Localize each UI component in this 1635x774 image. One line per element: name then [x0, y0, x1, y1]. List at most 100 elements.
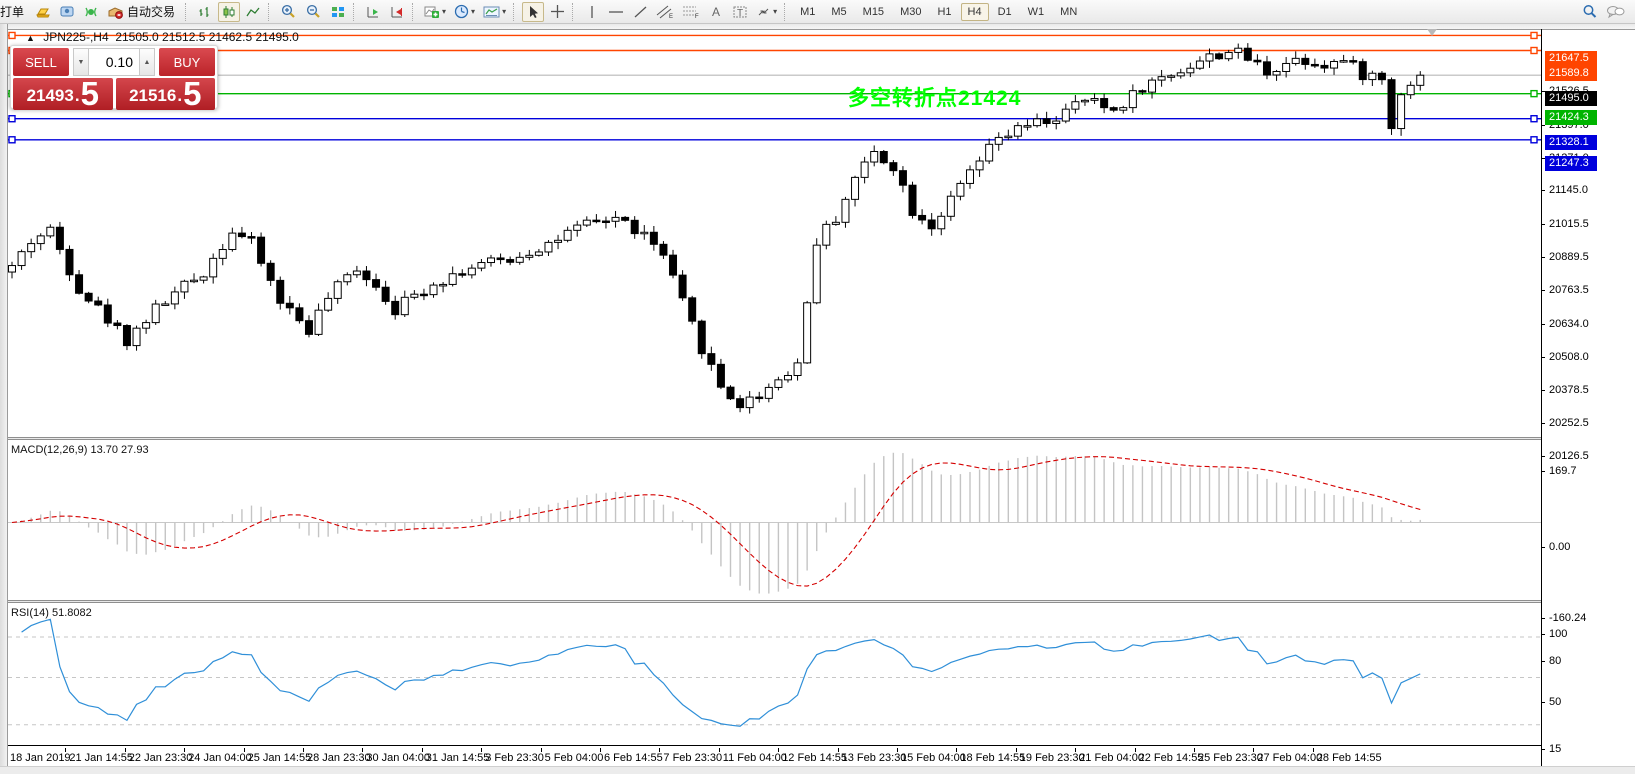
indicators-button[interactable]: ▾ [421, 2, 449, 22]
timeframe-m5[interactable]: M5 [831, 5, 847, 18]
macd-tick-label: 0.00 [1549, 540, 1571, 553]
horizontal-line-icon[interactable] [605, 2, 627, 22]
axis-tick [1541, 91, 1545, 92]
line-price-badge[interactable]: 21647.5 [1545, 51, 1597, 67]
periods-button[interactable]: ▾ [451, 2, 478, 22]
auto-scroll-icon[interactable] [362, 2, 384, 22]
price-tick-label: 20763.5 [1549, 283, 1589, 296]
timeframe-d1[interactable]: D1 [997, 5, 1012, 18]
autotrade-icon [108, 6, 123, 19]
pivot-annotation[interactable]: 多空转折点21424 [848, 86, 1022, 110]
one-click-trade-panel: SELL ▼ 0.10 ▲ BUY 21493 . 5 21516 . 5 [10, 45, 218, 110]
time-label: 25 Feb 23:30 [1198, 752, 1263, 764]
price-tick-label: 20889.5 [1549, 251, 1589, 264]
chart-window: ▲ JPN225-,H4 21505.0 21512.5 21462.5 214… [0, 24, 1635, 774]
timeframe-m30[interactable]: M30 [900, 5, 922, 18]
price-tick-label: 20252.5 [1549, 417, 1589, 430]
cursor-icon[interactable] [522, 1, 545, 22]
crosshair-icon[interactable] [546, 2, 568, 22]
arrows-icon [758, 8, 769, 15]
time-tick [65, 748, 67, 752]
time-tick [718, 748, 720, 752]
community-icon[interactable] [56, 2, 78, 22]
line-price-badge[interactable]: 21247.3 [1545, 155, 1597, 171]
text-icon[interactable]: A [705, 2, 727, 22]
time-label: 28 Feb 14:55 [1316, 752, 1382, 764]
price-tick-label: 20508.0 [1549, 350, 1589, 363]
timeframe-h4[interactable]: H4 [960, 2, 989, 21]
line-price-badge[interactable]: 21328.1 [1545, 134, 1597, 150]
timeframe-m1[interactable]: M1 [800, 5, 816, 18]
svg-text:E: E [669, 14, 673, 19]
toolbar-separator [572, 2, 577, 21]
chart-shift-icon[interactable] [386, 2, 408, 22]
price-axis-line [1541, 29, 1542, 766]
buy-price[interactable]: 21516 . 5 [115, 77, 215, 110]
axis-tick [1541, 634, 1545, 635]
text-label-icon[interactable]: T [729, 2, 751, 22]
axis-tick [1541, 423, 1545, 425]
chart-symbol-period: JPN225-,H4 [43, 30, 109, 44]
sell-button[interactable]: SELL [13, 48, 69, 76]
price-tick-label: 20126.5 [1549, 449, 1589, 462]
order-button-label: 打单 [0, 5, 25, 19]
axis-tick [1541, 257, 1545, 259]
autotrade-button[interactable]: 自动交易 [104, 2, 181, 22]
line-chart-icon[interactable] [242, 2, 264, 22]
trendline-icon[interactable] [629, 2, 651, 22]
vertical-line-icon[interactable] [581, 2, 603, 22]
timeframe-w1[interactable]: W1 [1027, 5, 1045, 18]
axis-tick [1541, 356, 1545, 358]
indicators-icon [424, 6, 440, 18]
volume-input[interactable]: 0.10 [89, 48, 139, 76]
price-chart[interactable] [8, 30, 1541, 437]
rsi-tick-label: 80 [1549, 655, 1562, 667]
gold-bar-icon[interactable] [32, 2, 54, 22]
chevron-down-icon: ▾ [471, 7, 476, 16]
price-axis[interactable]: 21526.521397.021271.021145.021015.520889… [1541, 24, 1635, 766]
current-price-badge[interactable]: 21495.0 [1545, 91, 1597, 107]
arrows-button[interactable]: ▾ [753, 2, 780, 22]
chevron-down-icon: ▾ [442, 7, 447, 16]
rsi-tick-label: 15 [1549, 742, 1562, 755]
autotrade-label: 自动交易 [127, 5, 176, 19]
zoom-out-icon[interactable] [302, 2, 325, 22]
signal-icon[interactable] [80, 2, 102, 22]
candles-chart-icon[interactable] [218, 1, 241, 22]
line-price-badge[interactable]: 21424.3 [1545, 109, 1597, 125]
toolbar-separator [185, 2, 190, 21]
time-label: 25 Jan 14:55 [247, 752, 312, 764]
bars-chart-icon[interactable] [194, 2, 216, 22]
chart-shift-marker[interactable] [1427, 29, 1437, 36]
time-tick [1075, 748, 1077, 752]
time-axis[interactable]: 18 Jan 2019 21 Jan 14:55 22 Jan 23:30 24 Ja… [8, 748, 1541, 766]
tile-windows-icon[interactable] [327, 2, 349, 22]
axis-tick [1541, 323, 1545, 325]
time-label: 19 Feb 23:30 [1019, 752, 1085, 764]
time-tick [1194, 748, 1195, 752]
volume-increase-button[interactable]: ▲ [139, 48, 155, 76]
timeframe-strip: M1 M5 M15 M30 H1 H4 D1 W1 MN [792, 2, 1085, 21]
rsi-tick-label: 50 [1549, 695, 1562, 708]
volume-decrease-button[interactable]: ▼ [73, 48, 89, 76]
macd-chart[interactable] [8, 440, 1541, 600]
price-tick-label: 21145.0 [1549, 184, 1588, 197]
line-price-badge[interactable]: 21589.8 [1545, 66, 1597, 82]
search-icon[interactable] [1579, 2, 1601, 22]
timeframe-h1[interactable]: H1 [937, 5, 952, 18]
zoom-in-icon[interactable] [277, 2, 300, 22]
rsi-chart[interactable] [8, 603, 1541, 745]
periods-icon [454, 4, 469, 19]
price-tick-label: 20378.5 [1549, 384, 1589, 397]
buy-button[interactable]: BUY [159, 48, 215, 76]
channel-icon[interactable]: E [653, 2, 677, 22]
panel-separator[interactable] [8, 600, 1541, 603]
panel-separator[interactable] [8, 437, 1541, 440]
timeframe-mn[interactable]: MN [1060, 5, 1078, 18]
sell-price[interactable]: 21493 . 5 [13, 77, 113, 110]
chat-icon[interactable] [1603, 2, 1628, 22]
order-button[interactable]: 打单 [0, 2, 30, 22]
fibonacci-icon[interactable]: F [679, 2, 703, 22]
templates-button[interactable]: ▾ [480, 2, 509, 22]
timeframe-m15[interactable]: M15 [862, 5, 885, 18]
